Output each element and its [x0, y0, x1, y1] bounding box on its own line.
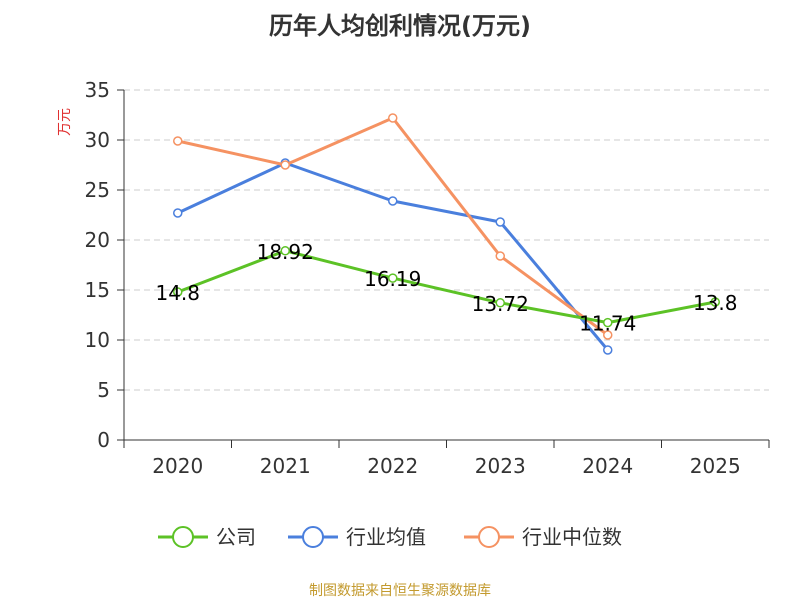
legend-item-0: 公司 — [158, 525, 256, 549]
data-point — [603, 317, 613, 328]
data-point — [388, 113, 398, 123]
data-point — [280, 160, 290, 170]
series-0 — [173, 246, 720, 328]
x-tick-label: 2023 — [475, 454, 526, 478]
y-tick-label: 25 — [85, 178, 110, 202]
data-point — [495, 251, 505, 261]
series-line — [177, 249, 716, 325]
series-2 — [173, 113, 613, 340]
x-tick-label: 2021 — [260, 454, 311, 478]
data-label: 13.72 — [472, 292, 529, 316]
chart-title: 历年人均创利情况(万元) — [269, 12, 531, 40]
y-tick-label: 10 — [85, 328, 110, 352]
legend-label: 行业中位数 — [522, 525, 622, 549]
y-axis-label: 万元 — [57, 108, 73, 136]
legend: 公司 行业均值 行业中位数 — [158, 525, 622, 549]
legend-marker — [478, 526, 500, 548]
data-point — [603, 345, 613, 355]
data-label: 13.8 — [693, 291, 738, 315]
y-tick-label: 5 — [97, 378, 110, 402]
legend-item-1: 行业均值 — [288, 525, 426, 549]
legend-label: 行业均值 — [346, 525, 426, 549]
x-tick-label: 2025 — [690, 454, 741, 478]
y-tick-label: 15 — [85, 278, 110, 302]
data-point — [173, 287, 183, 297]
legend-marker — [172, 526, 194, 548]
legend-item-2: 行业中位数 — [464, 525, 622, 549]
data-point — [173, 208, 183, 218]
data-point — [280, 246, 290, 256]
grid-lines — [124, 89, 769, 391]
source-note: 制图数据来自恒生聚源数据库 — [309, 583, 491, 599]
data-point — [173, 136, 183, 146]
data-point — [388, 273, 398, 283]
series-1 — [173, 158, 613, 355]
data-labels: 14.8 18.92 16.19 13.72 11.74 13.8 — [155, 240, 737, 336]
series-line — [177, 161, 609, 351]
data-label: 11.74 — [579, 312, 636, 336]
data-point — [603, 330, 613, 340]
legend-marker — [302, 526, 324, 548]
data-label: 14.8 — [155, 281, 200, 305]
x-tick-label: 2024 — [582, 454, 633, 478]
y-tick-label: 35 — [85, 78, 110, 102]
series-line — [177, 116, 609, 337]
y-tick-label: 20 — [85, 228, 110, 252]
data-point — [495, 217, 505, 227]
data-point — [710, 297, 720, 307]
data-point — [388, 196, 398, 206]
series-layer — [173, 113, 720, 355]
data-label: 16.19 — [364, 267, 421, 291]
y-tick-label: 30 — [85, 128, 110, 152]
x-tick-label: 2022 — [367, 454, 418, 478]
x-tick-label: 2020 — [152, 454, 203, 478]
legend-label: 公司 — [216, 525, 256, 549]
data-point — [495, 298, 505, 308]
data-label: 18.92 — [257, 240, 314, 264]
y-tick-label: 0 — [97, 428, 110, 452]
